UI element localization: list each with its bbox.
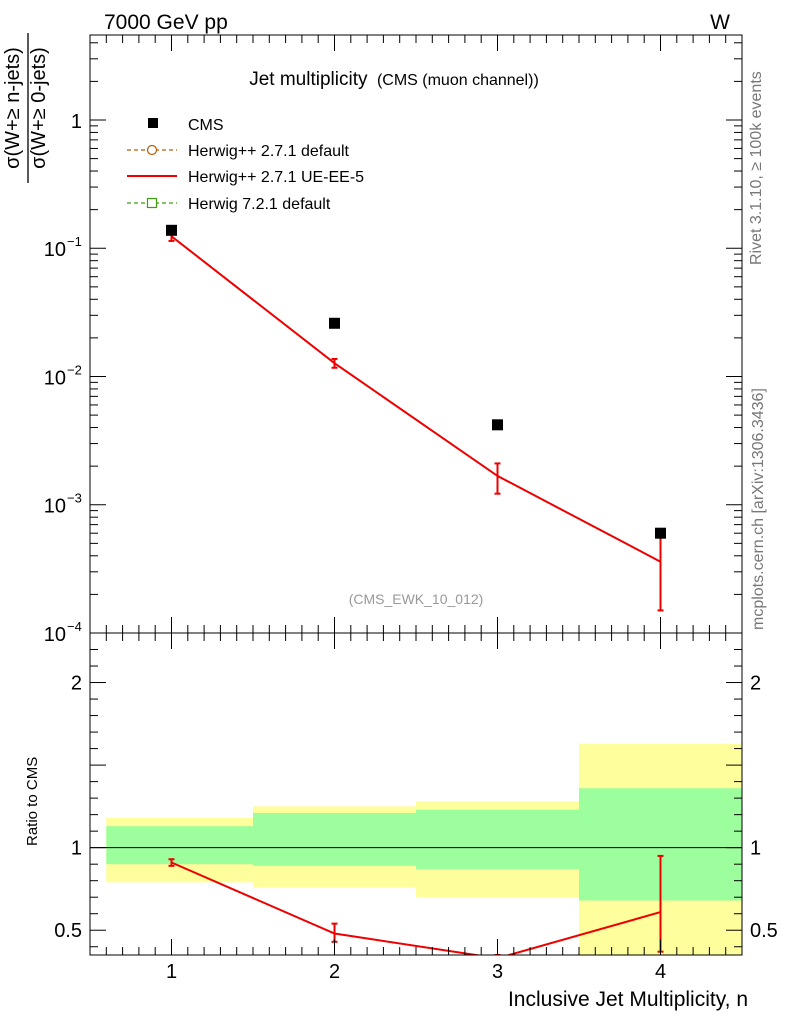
legend: CMS Herwig++ 2.7.1 default Herwig++ 2.7.… [127,117,364,213]
data-point-marker [492,419,503,431]
y-tick-label-exponent: −4 [67,619,82,634]
data-point-marker [166,224,177,236]
uncertainty-band-inner [253,812,416,866]
uncertainty-band-inner [106,826,253,865]
process-label: W [710,11,730,34]
chart-title: Jet multiplicity (CMS (muon channel)) [249,69,539,90]
x-tick-label: 4 [655,961,666,983]
x-tick-label: 1 [166,961,177,983]
y-tick-label-exponent: −3 [67,491,82,506]
legend-label-cms: CMS [188,117,224,134]
main-axis-ticks: 110−110−210−310−4 [44,35,742,646]
ratio-y-tick-label-left: 2 [71,673,82,695]
chart-title-main: Jet multiplicity [249,69,368,90]
legend-entry-herwig-default: Herwig++ 2.7.1 default [127,143,350,160]
ratio-y-tick-label-right: 1 [750,838,761,860]
rivet-label: Rivet 3.1.10, ≥ 100k events [748,71,765,265]
legend-label-herwig7: Herwig 7.2.1 default [188,196,331,213]
chart-title-sub: (CMS (muon channel)) [377,72,539,89]
y-tick-label: 10 [44,367,66,389]
model-line-main [170,235,661,563]
legend-entry-herwig-ueee5: Herwig++ 2.7.1 UE-EE-5 [127,169,364,186]
ratio-y-tick-label-right: 0.5 [750,920,778,942]
y-tick-label-exponent: −2 [67,362,82,377]
legend-entry-cms: CMS [148,117,224,134]
legend-label-herwig-ueee5: Herwig++ 2.7.1 UE-EE-5 [188,169,364,186]
y-tick-label-exponent: −1 [67,234,82,249]
ratio-plot-content [90,743,742,955]
ratio-panel: 0.5 0.5 1 1 2 2 1 2 3 4 Ratio to CMS Inclusive Je… [24,632,778,1011]
y-tick-label: 1 [71,111,82,133]
energy-label: 7000 GeV pp [104,11,228,34]
legend-entry-herwig7: Herwig 7.2.1 default [127,196,331,213]
legend-marker-square-icon [148,118,158,128]
y-tick-label: 10 [44,624,66,646]
ratio-axis-ticks: 0.5 0.5 1 1 2 2 1 2 3 4 [54,633,778,983]
y-axis-label: σ(W+≥ n-jets) σ(W+≥ 0-jets) [2,33,50,183]
y-tick-label: 10 [44,239,66,261]
ratio-y-axis-label: Ratio to CMS [24,757,41,846]
y-axis-label-numerator: σ(W+≥ n-jets) [2,47,24,169]
legend-label-herwig-default: Herwig++ 2.7.1 default [188,143,350,160]
ratio-line-group [168,854,664,955]
ratio-y-tick-label-left: 1 [71,838,82,860]
y-tick-label: 10 [44,496,66,518]
mcplots-label: mcplots.cern.ch [arXiv:1306.3436] [750,388,767,630]
legend-square-marker-icon [146,197,158,209]
legend-circle-marker-icon [146,144,158,156]
data-point-marker [329,317,340,329]
model-line-ratio [171,861,661,955]
x-axis-label: Inclusive Jet Multiplicity, n [508,988,748,1011]
watermark-label: (CMS_EWK_10_012) [349,591,484,607]
x-tick-label: 3 [492,961,503,983]
main-panel: 110−110−210−310−4 Jet multiplicity (CMS … [2,33,743,646]
data-point-marker [655,527,666,539]
ratio-y-tick-label-right: 2 [750,673,761,695]
y-axis-label-denominator: σ(W+≥ 0-jets) [28,47,50,169]
uncertainty-band-inner [416,809,579,870]
x-tick-label: 2 [329,961,340,983]
ratio-y-tick-label-left: 0.5 [54,920,82,942]
main-plot-content [166,224,666,612]
